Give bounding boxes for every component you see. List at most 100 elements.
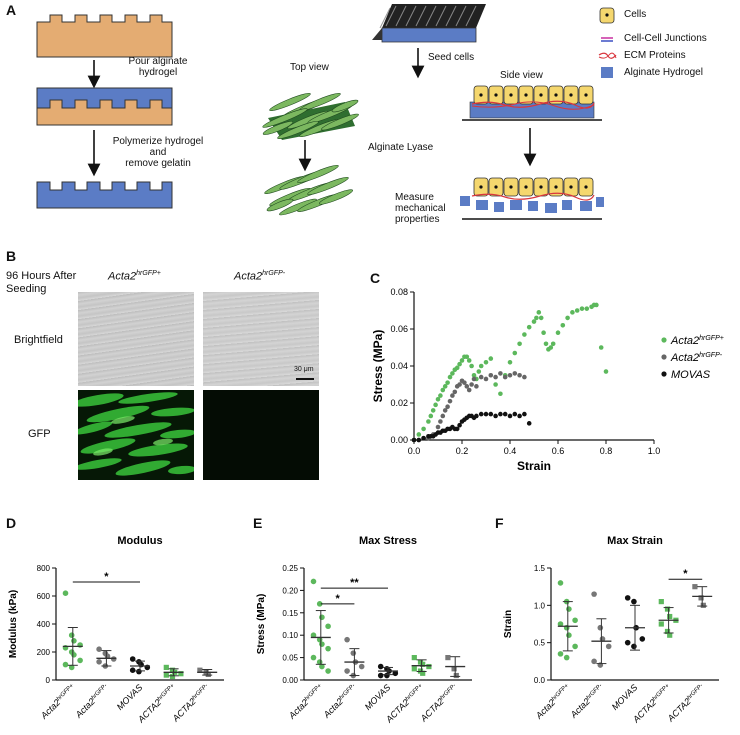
data-point xyxy=(507,360,513,365)
data-point xyxy=(493,374,498,380)
x-tick-label: Acta2hrGFP- xyxy=(568,682,606,720)
data-point xyxy=(96,659,102,665)
x-tick-label: MOVAS xyxy=(363,682,393,712)
y-tick-label: 0.05 xyxy=(282,654,298,663)
brightfield-gfp-pos-image xyxy=(78,292,194,386)
scale-bar xyxy=(296,378,314,380)
x-tick-label: ACTA2hrGFP- xyxy=(665,682,707,724)
data-point xyxy=(428,413,434,419)
y-axis-title: Stress (MPa) xyxy=(371,330,385,403)
data-point xyxy=(478,363,484,369)
row-label-gfp: GFP xyxy=(28,428,51,440)
data-point xyxy=(566,606,572,612)
data-point xyxy=(639,636,646,642)
data-point xyxy=(77,657,83,664)
data-point xyxy=(488,356,494,361)
x-tick-sup: hrGFP- xyxy=(586,683,604,701)
x-tick-sup: hrGFP- xyxy=(91,683,109,701)
legend-marker xyxy=(661,371,667,377)
y-tick-label: 0 xyxy=(46,676,51,685)
x-tick-label: Acta2hrGFP+ xyxy=(38,682,77,721)
y-tick-label: 0.15 xyxy=(282,609,298,618)
data-point xyxy=(310,578,317,585)
data-point xyxy=(197,667,203,673)
legend-junctions: Cell-Cell Junctions xyxy=(624,33,707,44)
data-point xyxy=(584,306,590,311)
data-point xyxy=(426,419,431,424)
data-point xyxy=(110,656,117,662)
data-point xyxy=(591,591,597,597)
significance-label: * xyxy=(104,571,109,583)
data-point xyxy=(522,332,527,337)
significance-label: * xyxy=(335,593,340,605)
data-point xyxy=(531,319,537,324)
data-point xyxy=(555,330,561,335)
data-point xyxy=(325,623,331,630)
data-point xyxy=(474,413,479,419)
legend-ecm-symbol xyxy=(598,52,617,59)
data-point xyxy=(68,664,75,671)
chart-c: 0.00 0.02 0.04 0.06 0.08 0.0 0.2 0.4 0.6 0.8 1.0 St… xyxy=(371,287,724,473)
x-tick-sup: hrGFP+ xyxy=(157,683,177,703)
panel-a-schematic xyxy=(36,4,617,220)
data-point xyxy=(416,432,422,437)
data-point xyxy=(667,613,673,620)
data-point xyxy=(464,384,470,389)
data-point xyxy=(205,671,211,677)
legend-cells: Cells xyxy=(624,9,647,20)
data-point xyxy=(457,422,462,428)
alginate-lyase-label: Alginate Lyase xyxy=(368,142,434,153)
data-point xyxy=(344,668,350,674)
data-point xyxy=(667,632,673,638)
data-point xyxy=(512,350,518,356)
data-point xyxy=(466,358,472,363)
data-point xyxy=(169,673,176,680)
x-tick-sup: hrGFP- xyxy=(339,683,357,701)
data-point xyxy=(507,413,513,419)
data-point xyxy=(71,638,77,644)
data-point xyxy=(62,590,69,596)
chart-title: Max Stress xyxy=(359,535,417,547)
data-point xyxy=(421,435,426,441)
data-point xyxy=(526,421,532,426)
scale-bar-label: 30 μm xyxy=(294,366,314,373)
data-point xyxy=(420,670,426,676)
legend-label: MOVAS xyxy=(671,369,711,381)
data-point xyxy=(507,372,513,378)
data-point xyxy=(310,654,317,661)
x-tick-label: 0.2 xyxy=(456,446,469,456)
data-point xyxy=(442,384,448,389)
seed-cells-label: Seed cells xyxy=(428,52,475,63)
col-header-gfp-neg: Acta2hrGFP- xyxy=(234,270,286,283)
legend-label: Acta2hrGFP+ xyxy=(670,335,724,347)
data-point xyxy=(624,595,631,601)
data-point xyxy=(163,664,169,670)
data-point xyxy=(136,668,142,675)
data-point xyxy=(522,374,527,380)
data-point xyxy=(493,413,498,419)
data-point xyxy=(454,426,460,432)
side-view-label: Side view xyxy=(500,70,543,81)
col-header-gfp-pos: Acta2hrGFP+ xyxy=(108,270,161,283)
y-tick-label: 800 xyxy=(37,564,51,573)
data-point xyxy=(624,639,631,646)
data-point xyxy=(377,663,384,670)
data-point xyxy=(452,389,458,395)
data-point xyxy=(377,672,384,679)
data-point xyxy=(163,672,169,678)
data-point xyxy=(517,341,522,347)
x-tick-sup: hrGFP+ xyxy=(551,683,571,703)
row-label-brightfield: Brightfield xyxy=(14,334,63,346)
y-tick-label: 0.02 xyxy=(390,398,408,408)
data-point xyxy=(430,408,436,413)
data-point xyxy=(664,628,671,635)
data-point xyxy=(416,437,422,443)
y-tick-label: 0.10 xyxy=(282,631,298,640)
data-point xyxy=(471,376,477,382)
data-point xyxy=(435,424,441,430)
y-tick-label: 600 xyxy=(37,592,51,601)
y-tick-label: 0.25 xyxy=(282,564,298,573)
data-point xyxy=(517,372,522,378)
data-point xyxy=(550,341,556,347)
top-view-cells xyxy=(262,93,359,140)
